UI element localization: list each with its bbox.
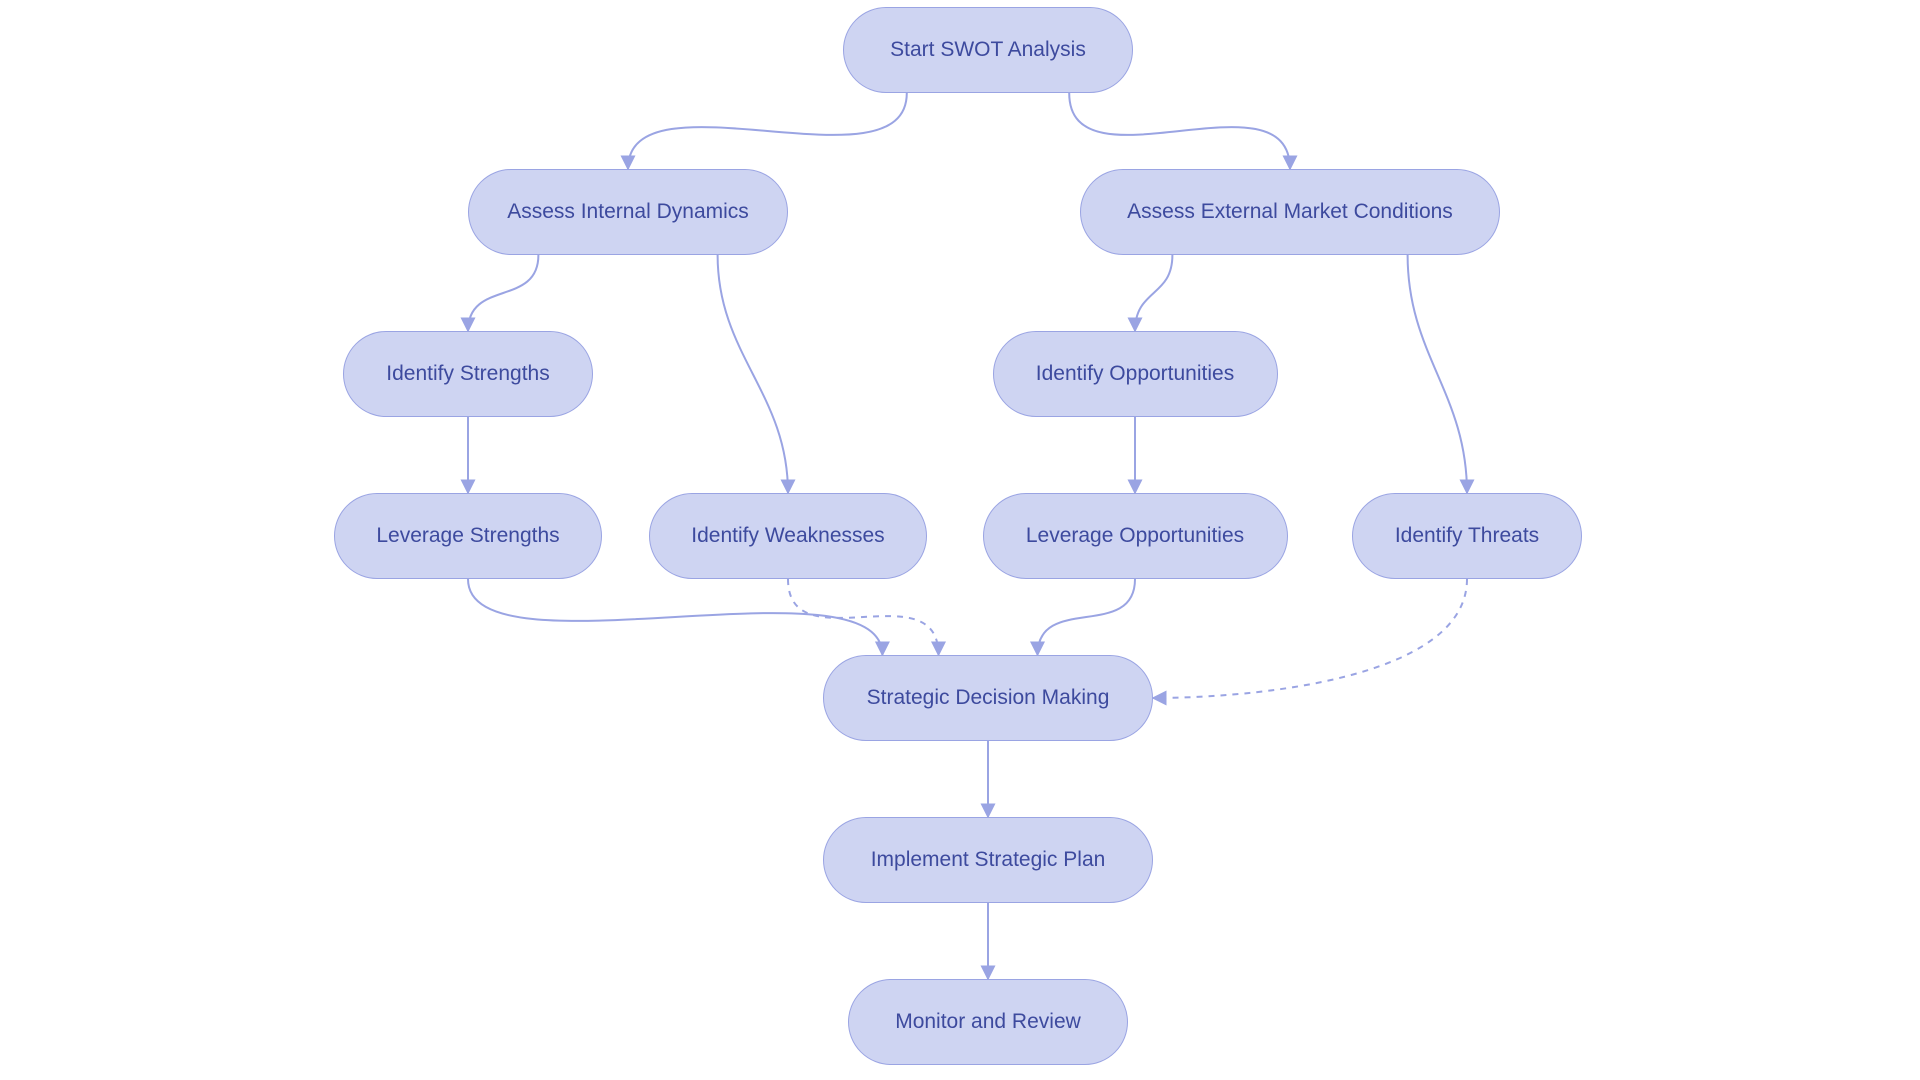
flow-node-opportunities: Identify Opportunities (993, 331, 1278, 417)
flow-node-levOpp: Leverage Opportunities (983, 493, 1288, 579)
flow-node-label: Monitor and Review (895, 1010, 1081, 1034)
flow-node-decision: Strategic Decision Making (823, 655, 1153, 741)
flow-node-label: Identify Opportunities (1036, 362, 1234, 386)
edge-weaknesses-decision (788, 579, 939, 655)
edge-threats-decision (1153, 579, 1467, 698)
flow-node-implement: Implement Strategic Plan (823, 817, 1153, 903)
flow-node-label: Leverage Opportunities (1026, 524, 1244, 548)
flow-node-label: Identify Strengths (386, 362, 549, 386)
flow-node-label: Start SWOT Analysis (890, 38, 1086, 62)
flow-node-label: Leverage Strengths (376, 524, 559, 548)
edge-levOpp-decision (1038, 579, 1136, 655)
flow-node-strengths: Identify Strengths (343, 331, 593, 417)
flow-node-external: Assess External Market Conditions (1080, 169, 1500, 255)
edge-external-threats (1408, 255, 1467, 493)
flow-node-internal: Assess Internal Dynamics (468, 169, 788, 255)
flow-node-levStrengths: Leverage Strengths (334, 493, 602, 579)
flow-node-start: Start SWOT Analysis (843, 7, 1133, 93)
flow-node-label: Assess External Market Conditions (1127, 200, 1453, 224)
flow-node-label: Identify Threats (1395, 524, 1539, 548)
edges-layer (0, 0, 1920, 1080)
flowchart-canvas: Start SWOT Analysis Assess Internal Dynam… (0, 0, 1920, 1080)
flow-node-label: Assess Internal Dynamics (507, 200, 749, 224)
flow-node-label: Identify Weaknesses (691, 524, 884, 548)
flow-node-threats: Identify Threats (1352, 493, 1582, 579)
edge-internal-weaknesses (718, 255, 788, 493)
flow-node-label: Implement Strategic Plan (871, 848, 1106, 872)
edge-start-internal (628, 93, 907, 169)
flow-node-monitor: Monitor and Review (848, 979, 1128, 1065)
edge-internal-strengths (468, 255, 538, 331)
edge-levStrengths-decision (468, 579, 882, 655)
edge-start-external (1069, 93, 1290, 169)
edge-external-opportunities (1135, 255, 1172, 331)
flow-node-label: Strategic Decision Making (867, 686, 1110, 710)
flow-node-weaknesses: Identify Weaknesses (649, 493, 927, 579)
